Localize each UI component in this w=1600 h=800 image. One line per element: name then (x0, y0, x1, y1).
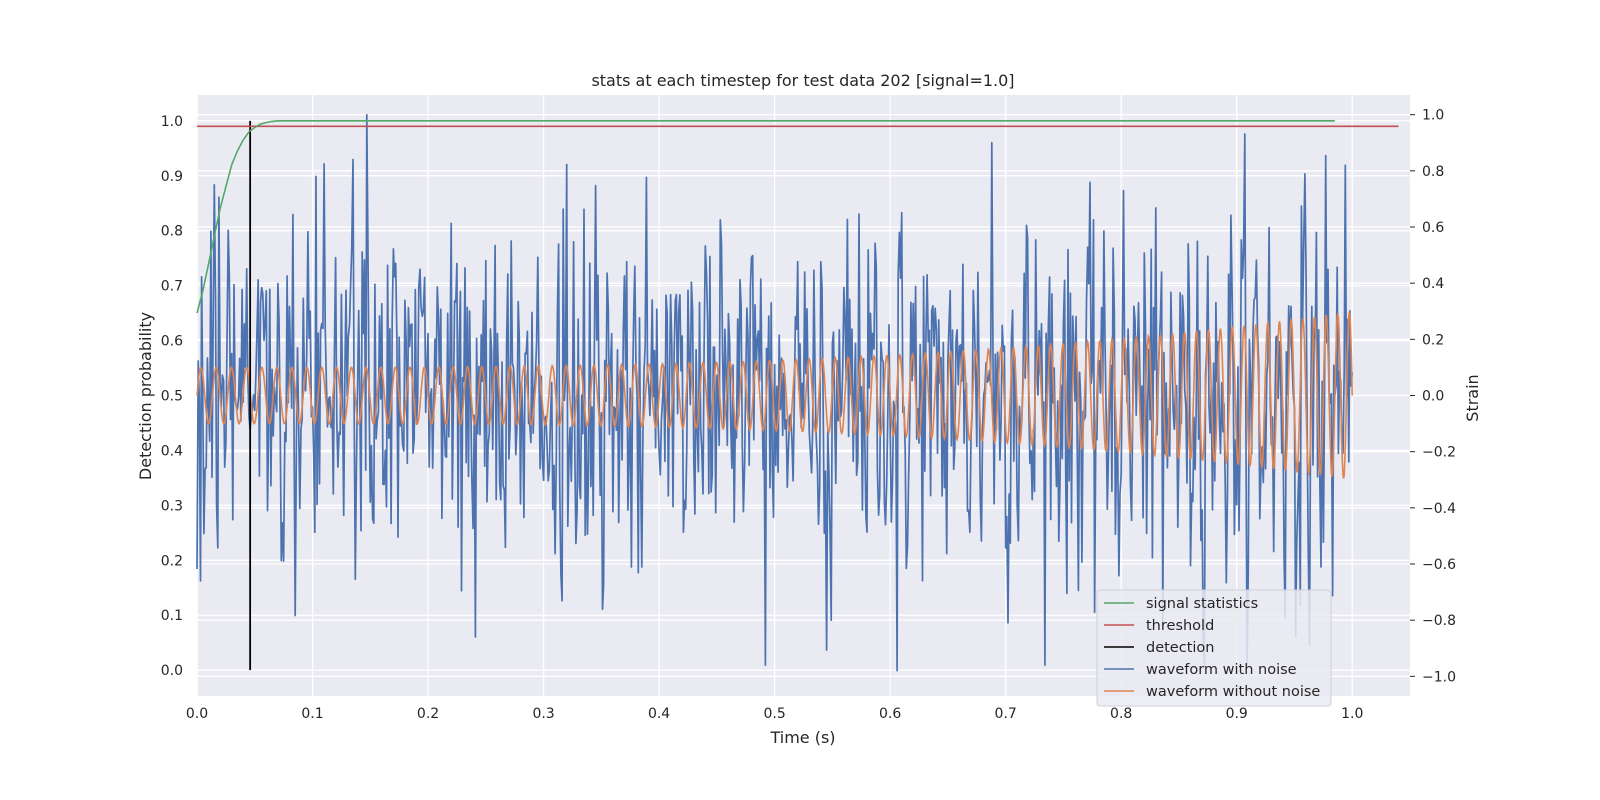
y-right-tick-label: −0.8 (1422, 613, 1456, 629)
y-left-tick-label: 0.6 (161, 334, 183, 350)
y-right-tick-label: 0.8 (1422, 164, 1444, 180)
x-tick-label: 0.2 (417, 706, 439, 722)
x-tick-label: 1.0 (1341, 706, 1363, 722)
y-right-tick-label: 0.4 (1422, 276, 1444, 292)
y-right-tick-label: −0.6 (1422, 557, 1456, 573)
x-tick-label: 0.3 (532, 706, 554, 722)
y-right-tick-label: −0.4 (1422, 501, 1456, 517)
x-tick-label: 0.8 (1110, 706, 1132, 722)
y-left-tick-label: 0.1 (161, 608, 183, 624)
y-left-tick-label: 0.3 (161, 498, 183, 514)
x-tick-label: 0.7 (995, 706, 1017, 722)
y-left-tick-labels: 0.0 0.1 0.2 0.3 0.4 0.5 0.6 0.7 0.8 0.9 1.0 (161, 114, 183, 679)
legend: signal statistics threshold detection wa… (1096, 589, 1332, 707)
y-left-tick-label: 0.9 (161, 169, 183, 185)
legend-label-signal-statistics: signal statistics (1146, 596, 1258, 612)
y-left-tick-label: 0.8 (161, 224, 183, 240)
y-right-tick-label: −1.0 (1422, 669, 1456, 685)
y-right-tick-label: 0.6 (1422, 220, 1444, 236)
y-left-tick-label: 1.0 (161, 114, 183, 130)
x-tick-label: 0.1 (301, 706, 323, 722)
series-signal-statistics (196, 120, 1335, 314)
y-left-tick-label: 0.0 (161, 663, 183, 679)
y-right-tick-label: −0.2 (1422, 445, 1456, 461)
legend-box (1096, 589, 1332, 707)
x-tick-label: 0.0 (186, 706, 208, 722)
y-left-axis-label: Detection probability (136, 312, 155, 480)
x-tick-label: 0.9 (1226, 706, 1248, 722)
y-right-tick-label: 1.0 (1422, 108, 1444, 124)
series-waveform-without-noise (196, 311, 1353, 479)
y-left-tick-label: 0.7 (161, 279, 183, 295)
legend-label-waveform-without-noise: waveform without noise (1146, 684, 1320, 700)
x-axis-label: Time (s) (769, 728, 835, 747)
legend-label-waveform-with-noise: waveform with noise (1146, 662, 1297, 678)
y-left-tick-label: 0.2 (161, 553, 183, 569)
y-right-tick-label: 0.2 (1422, 332, 1444, 348)
legend-label-detection: detection (1146, 640, 1214, 656)
y-right-axis-label: Strain (1463, 374, 1482, 421)
series-layer (196, 113, 1399, 672)
x-tick-label: 0.4 (648, 706, 670, 722)
x-tick-label: 0.5 (763, 706, 785, 722)
y-right-tick-label: 0.0 (1422, 389, 1444, 405)
y-left-tick-label: 0.5 (161, 389, 183, 405)
chart-title: stats at each timestep for test data 202… (591, 71, 1014, 90)
y-right-tick-labels: −1.0 −0.8 −0.6 −0.4 −0.2 0.0 0.2 0.4 0.6 0.8 1.0 (1410, 108, 1456, 685)
x-tick-labels: 0.0 0.1 0.2 0.3 0.4 0.5 0.6 0.7 0.8 0.9 1.0 (186, 706, 1364, 722)
y-left-tick-label: 0.4 (161, 443, 183, 459)
legend-label-threshold: threshold (1146, 618, 1214, 634)
x-tick-label: 0.6 (879, 706, 901, 722)
